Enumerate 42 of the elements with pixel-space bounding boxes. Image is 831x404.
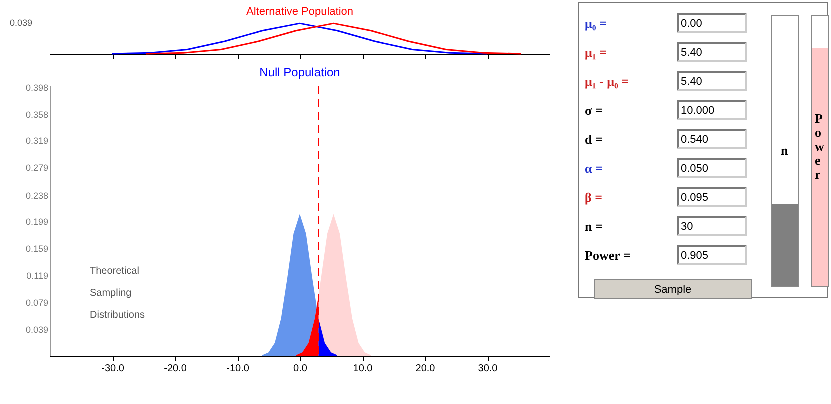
text-field: 0.905 (677, 245, 747, 265)
text: n = (585, 219, 603, 235)
text: μ₁ - μ₀ = (585, 74, 630, 90)
sample-button: Sample (594, 279, 752, 299)
power-gauge: Power (811, 15, 829, 287)
annotation: Theoretical Sampling Distributions (90, 266, 146, 321)
x-tick-label: 20.0 (416, 364, 436, 374)
x-tick-label: -30.0 (102, 364, 125, 374)
text-field: 5.40 (677, 71, 747, 91)
x-tick-label: -20.0 (164, 364, 188, 374)
text-field: 0.095 (677, 187, 747, 207)
text-field: 0.00 (677, 13, 747, 33)
text: μ₀ = (585, 16, 607, 32)
n-gauge: n (771, 15, 799, 287)
y-tick-label: 0.199 (26, 217, 48, 228)
text: Null Population (260, 65, 340, 80)
text: σ = (585, 103, 603, 119)
text-field: 5.40 (677, 42, 747, 62)
y-tick-label: 0.319 (26, 136, 48, 146)
text: d = (585, 132, 603, 148)
y-tick-label: 0.398 (26, 82, 48, 93)
text: β = (585, 190, 603, 206)
text-field: 0.050 (677, 158, 747, 178)
text-field: 30 (677, 216, 747, 236)
y-tick-label: 0.238 (26, 190, 48, 201)
text: 0.039 (10, 18, 33, 28)
x-tick-label: -10.0 (226, 364, 250, 374)
x-tick-label: 30.0 (478, 364, 498, 374)
y-tick-label: 0.119 (26, 271, 48, 282)
text-field: 10.000 (677, 100, 747, 120)
x-tick-label: 10.0 (353, 364, 374, 374)
x-tick-label: 0.0 (294, 364, 308, 374)
y-tick-label: 0.279 (26, 163, 48, 174)
y-tick-label: 0.159 (26, 244, 48, 254)
y-tick-label: 0.358 (26, 110, 48, 120)
text: Power = (585, 248, 631, 264)
text: α = (585, 161, 603, 177)
y-tick-label: 0.039 (26, 325, 48, 336)
text-field: 0.540 (677, 129, 747, 149)
text: μ₁ = (585, 45, 607, 61)
series-label: Alternative Population (246, 6, 354, 18)
y-tick-label: 0.079 (26, 298, 48, 308)
